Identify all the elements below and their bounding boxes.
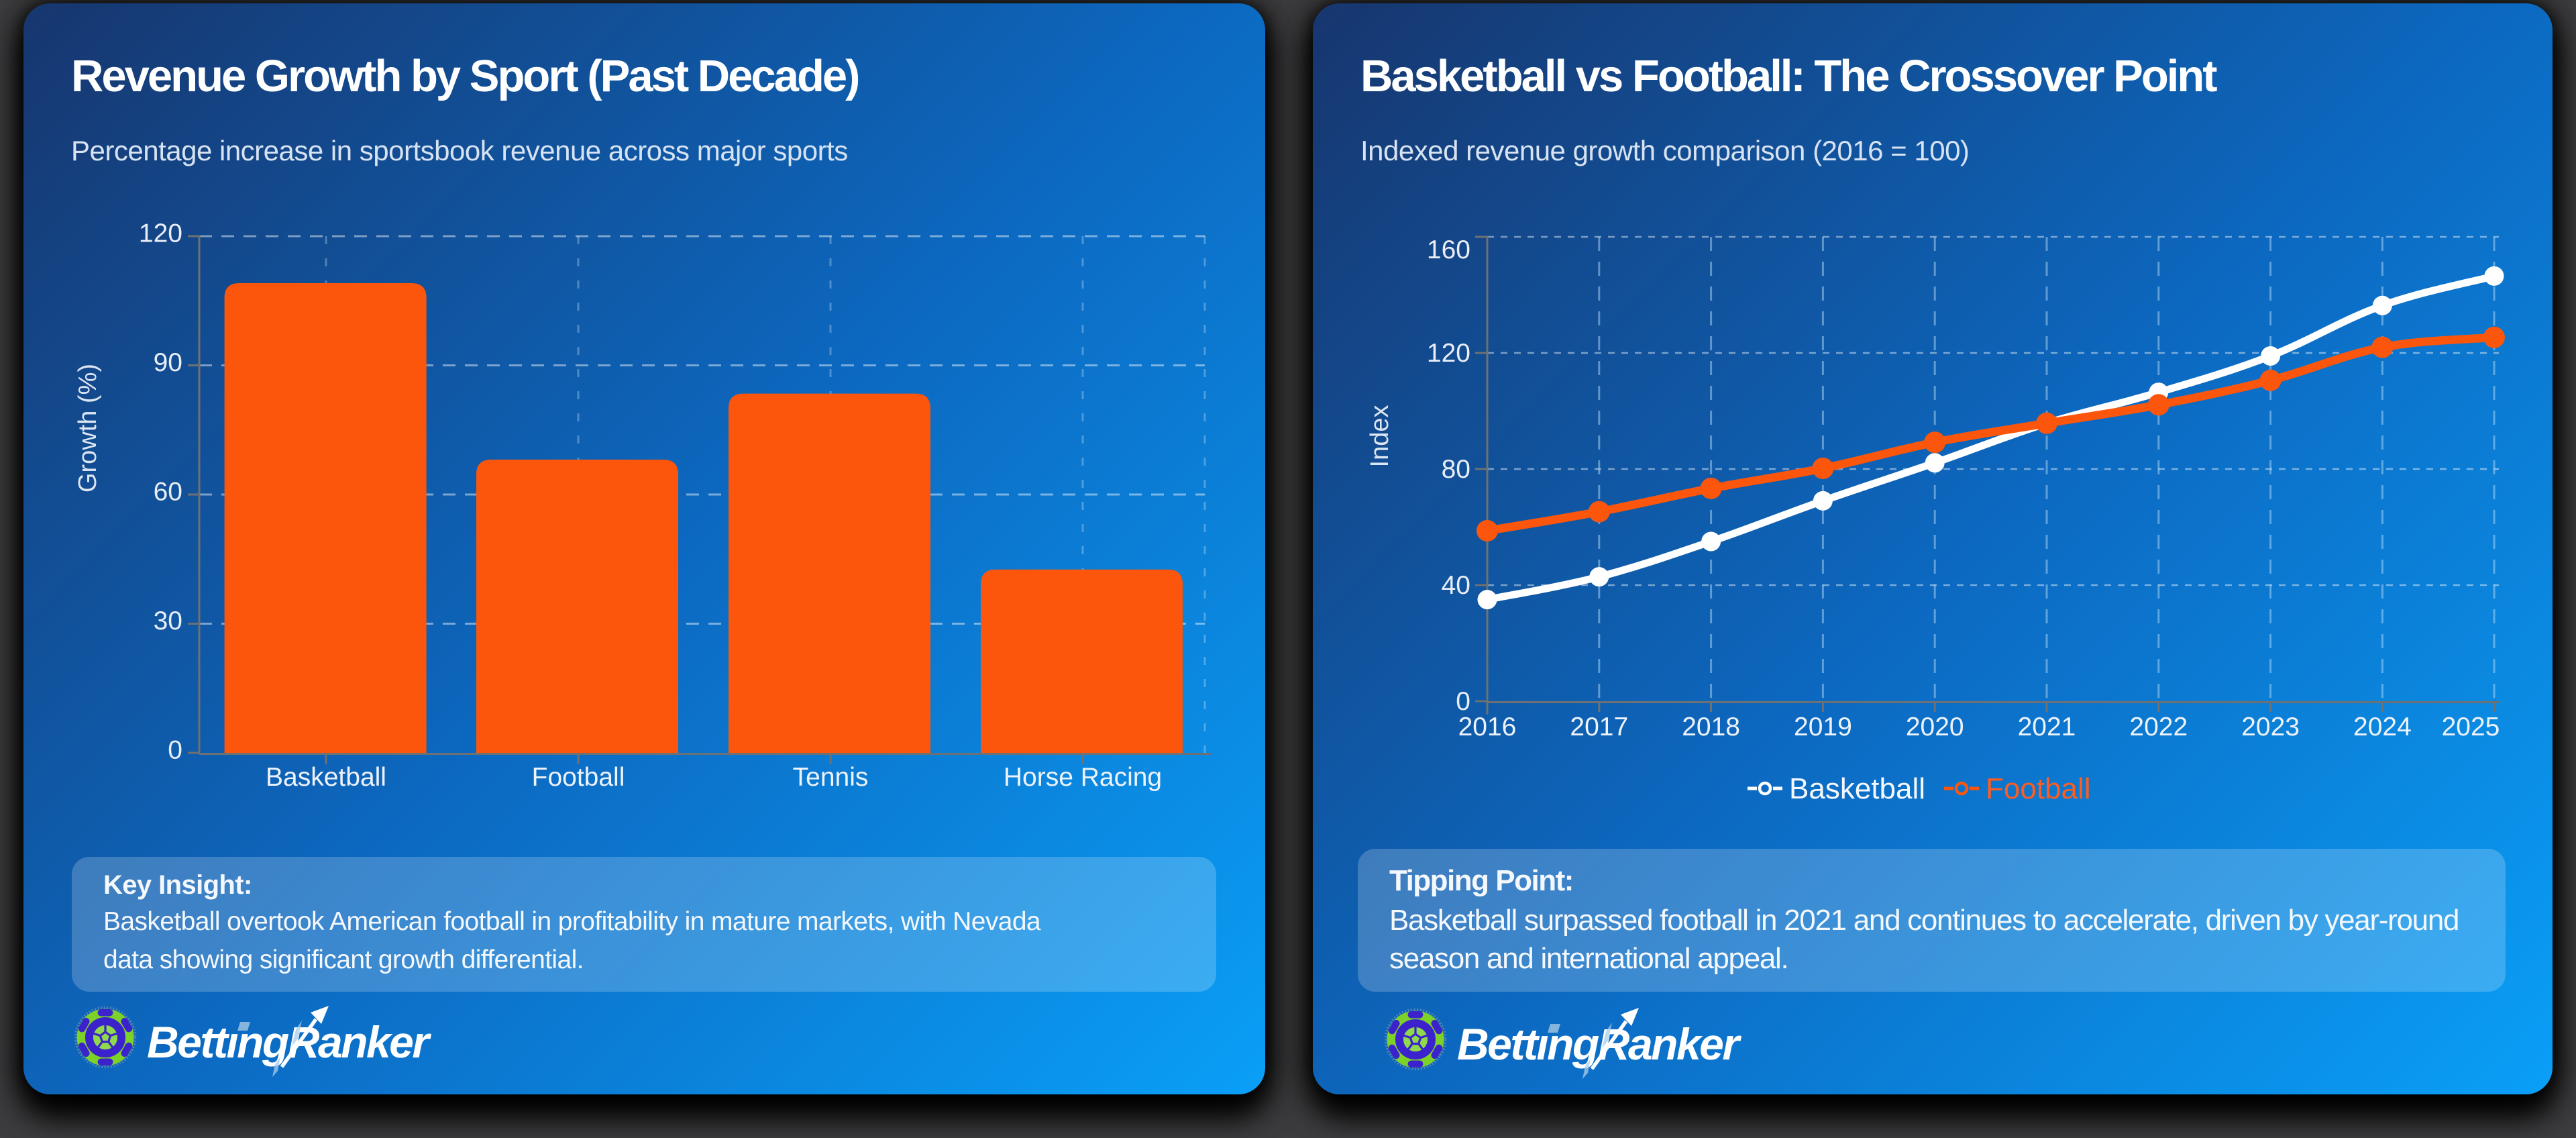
svg-text:2024: 2024	[2353, 713, 2412, 741]
svg-text:160: 160	[1427, 236, 1470, 264]
svg-text:Index: Index	[1366, 405, 1394, 468]
svg-text:0: 0	[1456, 687, 1470, 716]
svg-text:Growth (%): Growth (%)	[74, 364, 102, 493]
svg-text:40: 40	[1442, 571, 1470, 600]
svg-text:BettıngRanker: BettıngRanker	[1457, 1019, 1741, 1069]
svg-text:Football: Football	[532, 763, 625, 792]
svg-text:2023: 2023	[2241, 713, 2300, 741]
svg-text:30: 30	[154, 607, 182, 635]
svg-text:90: 90	[154, 348, 182, 377]
svg-text:60: 60	[154, 478, 182, 507]
svg-text:120: 120	[139, 219, 182, 248]
svg-text:120: 120	[1427, 339, 1470, 368]
svg-text:Football: Football	[1986, 772, 2091, 805]
svg-text:Basketball: Basketball	[266, 763, 386, 792]
svg-text:2016: 2016	[1458, 713, 1517, 741]
svg-text:2020: 2020	[1906, 713, 1964, 741]
svg-text:2017: 2017	[1570, 713, 1628, 741]
svg-text:Basketball: Basketball	[1789, 772, 1925, 805]
svg-text:Horse Racing: Horse Racing	[1004, 763, 1162, 792]
svg-text:BettıngRanker: BettıngRanker	[147, 1017, 431, 1067]
svg-text:0: 0	[168, 736, 182, 765]
svg-text:2025: 2025	[2442, 713, 2500, 741]
svg-text:2022: 2022	[2129, 713, 2188, 741]
svg-text:Tennis: Tennis	[793, 763, 869, 792]
svg-text:2021: 2021	[2018, 713, 2076, 741]
svg-text:80: 80	[1442, 455, 1470, 484]
svg-text:2019: 2019	[1794, 713, 1852, 741]
svg-text:2018: 2018	[1682, 713, 1740, 741]
